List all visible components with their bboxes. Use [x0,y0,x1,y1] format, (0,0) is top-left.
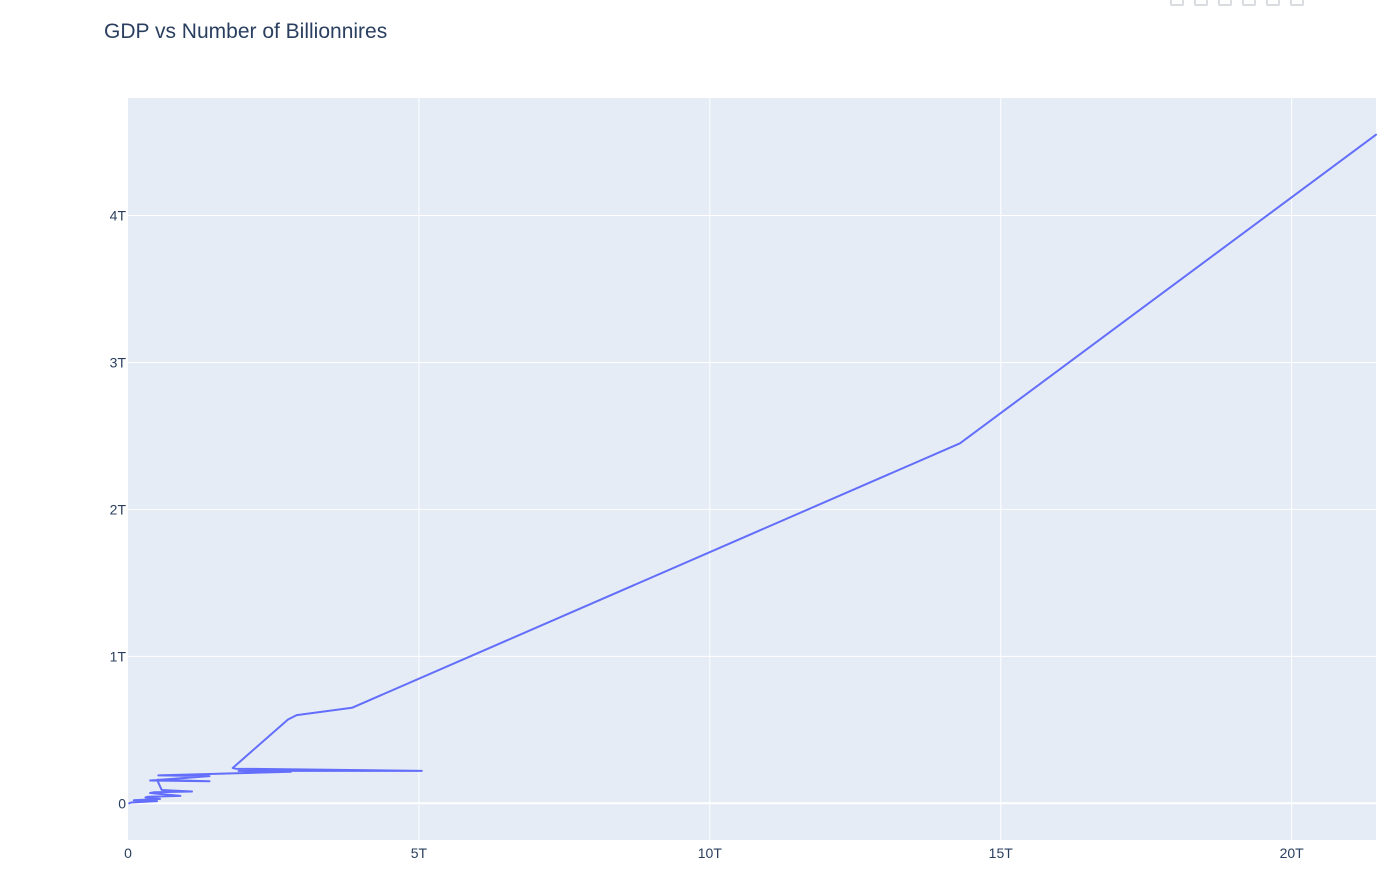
pan-icon[interactable] [1218,0,1232,6]
tick-labels: 0 5T 10T 15T 20T 0 1T 2T 3T 4T [110,208,1304,861]
x-tick-label: 20T [1280,845,1305,861]
series-layer [128,133,1377,805]
plot-area [128,98,1376,840]
modebar [1170,0,1304,6]
y-tick-label: 3T [110,354,127,370]
x-tick-label: 15T [989,845,1014,861]
y-tick-label: 0 [118,795,126,811]
chart-title: GDP vs Number of Billionnires [104,20,387,43]
grid-lines [128,98,1376,840]
zoom-out-icon[interactable] [1266,0,1280,6]
y-tick-label: 1T [110,648,127,664]
zoom-icon[interactable] [1194,0,1208,6]
x-tick-label: 0 [124,845,132,861]
series-line [128,133,1377,805]
x-tick-label: 10T [698,845,723,861]
x-tick-label: 5T [411,845,428,861]
y-tick-label: 4T [110,208,127,224]
zoom-in-icon[interactable] [1242,0,1256,6]
camera-icon[interactable] [1170,0,1184,6]
y-tick-label: 2T [110,501,127,517]
autoscale-icon[interactable] [1290,0,1304,6]
